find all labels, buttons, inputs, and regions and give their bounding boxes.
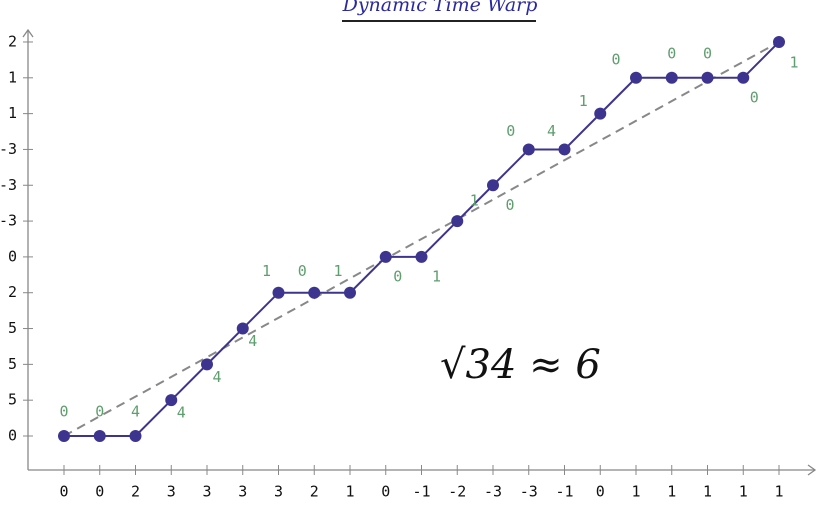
cost-label: 1 [579,92,588,110]
x-label: 1 [774,483,783,501]
cost-label: 0 [750,88,759,106]
x-label: 0 [596,483,605,501]
y-label: -3 [0,176,17,194]
path-node [201,358,213,371]
cost-label: 0 [393,267,402,285]
x-label: -1 [412,483,430,501]
path-node [630,71,642,84]
cost-label: 0 [667,44,676,62]
x-label: -1 [555,483,573,501]
cost-label: 0 [95,403,104,421]
y-label: -3 [0,140,17,158]
path-node [308,286,321,299]
cost-label: 4 [212,368,221,386]
x-label: 2 [310,483,319,501]
cost-label: 4 [248,332,257,350]
y-arrow [22,28,34,38]
x-label: 3 [167,483,176,501]
y-label: 0 [8,427,17,445]
cost-label: 0 [298,262,307,280]
path-node [272,286,285,299]
y-label: 1 [8,68,17,86]
path-node [236,322,249,335]
x-label: -2 [448,483,466,501]
cost-label: 1 [432,267,441,285]
cost-label: 0 [505,196,514,214]
path-node [451,215,464,228]
cost-label: 1 [789,53,798,71]
cost-label: 4 [131,403,140,421]
y-label: 2 [8,32,17,50]
x-label: 1 [739,483,748,501]
title: Dynamic Time Warp [342,0,538,16]
x-label: 0 [59,483,68,501]
y-label: 1 [8,104,17,122]
path-node [522,143,535,156]
x-label: -3 [484,483,502,501]
x-label: 3 [202,483,211,501]
path-node [737,71,750,84]
x-label: 0 [381,483,390,501]
cost-label: 0 [703,44,712,62]
cost-label: 1 [333,262,342,280]
x-label: 3 [274,483,283,501]
x-label: 1 [631,483,640,501]
path-node [58,430,70,442]
path-node [594,107,607,120]
y-label: 2 [8,283,17,301]
x-label: 1 [703,483,712,501]
cost-label: 0 [506,122,515,140]
x-label: 3 [238,483,247,501]
path-node [558,143,571,156]
x-arrow [807,464,817,476]
path-node [165,394,178,407]
y-label: 0 [8,247,17,265]
diagonal [63,41,780,437]
path-node [129,430,142,442]
cost-label: 1 [262,262,271,280]
path-node [93,430,106,442]
y-label: 5 [8,319,17,337]
path-node [773,35,785,48]
x-label: -3 [520,483,538,501]
cost-label: 1 [470,192,479,210]
path-node [487,179,499,192]
path-node [379,250,392,263]
annotation: √34 ≈ 6 [440,342,601,388]
path-node [701,71,714,84]
x-label: 1 [667,483,676,501]
cost-label: 0 [59,403,68,421]
y-label: -3 [0,212,17,230]
path-node [344,286,356,299]
y-label: 5 [8,391,17,409]
x-label: 1 [345,483,354,501]
cost-label: 0 [611,50,620,68]
y-label: 5 [8,355,17,373]
cost-label: 4 [547,122,556,140]
path-node [415,250,428,263]
x-label: 2 [131,483,140,501]
path-node [665,71,678,84]
x-label: 0 [95,483,104,501]
cost-label: 4 [177,404,186,422]
